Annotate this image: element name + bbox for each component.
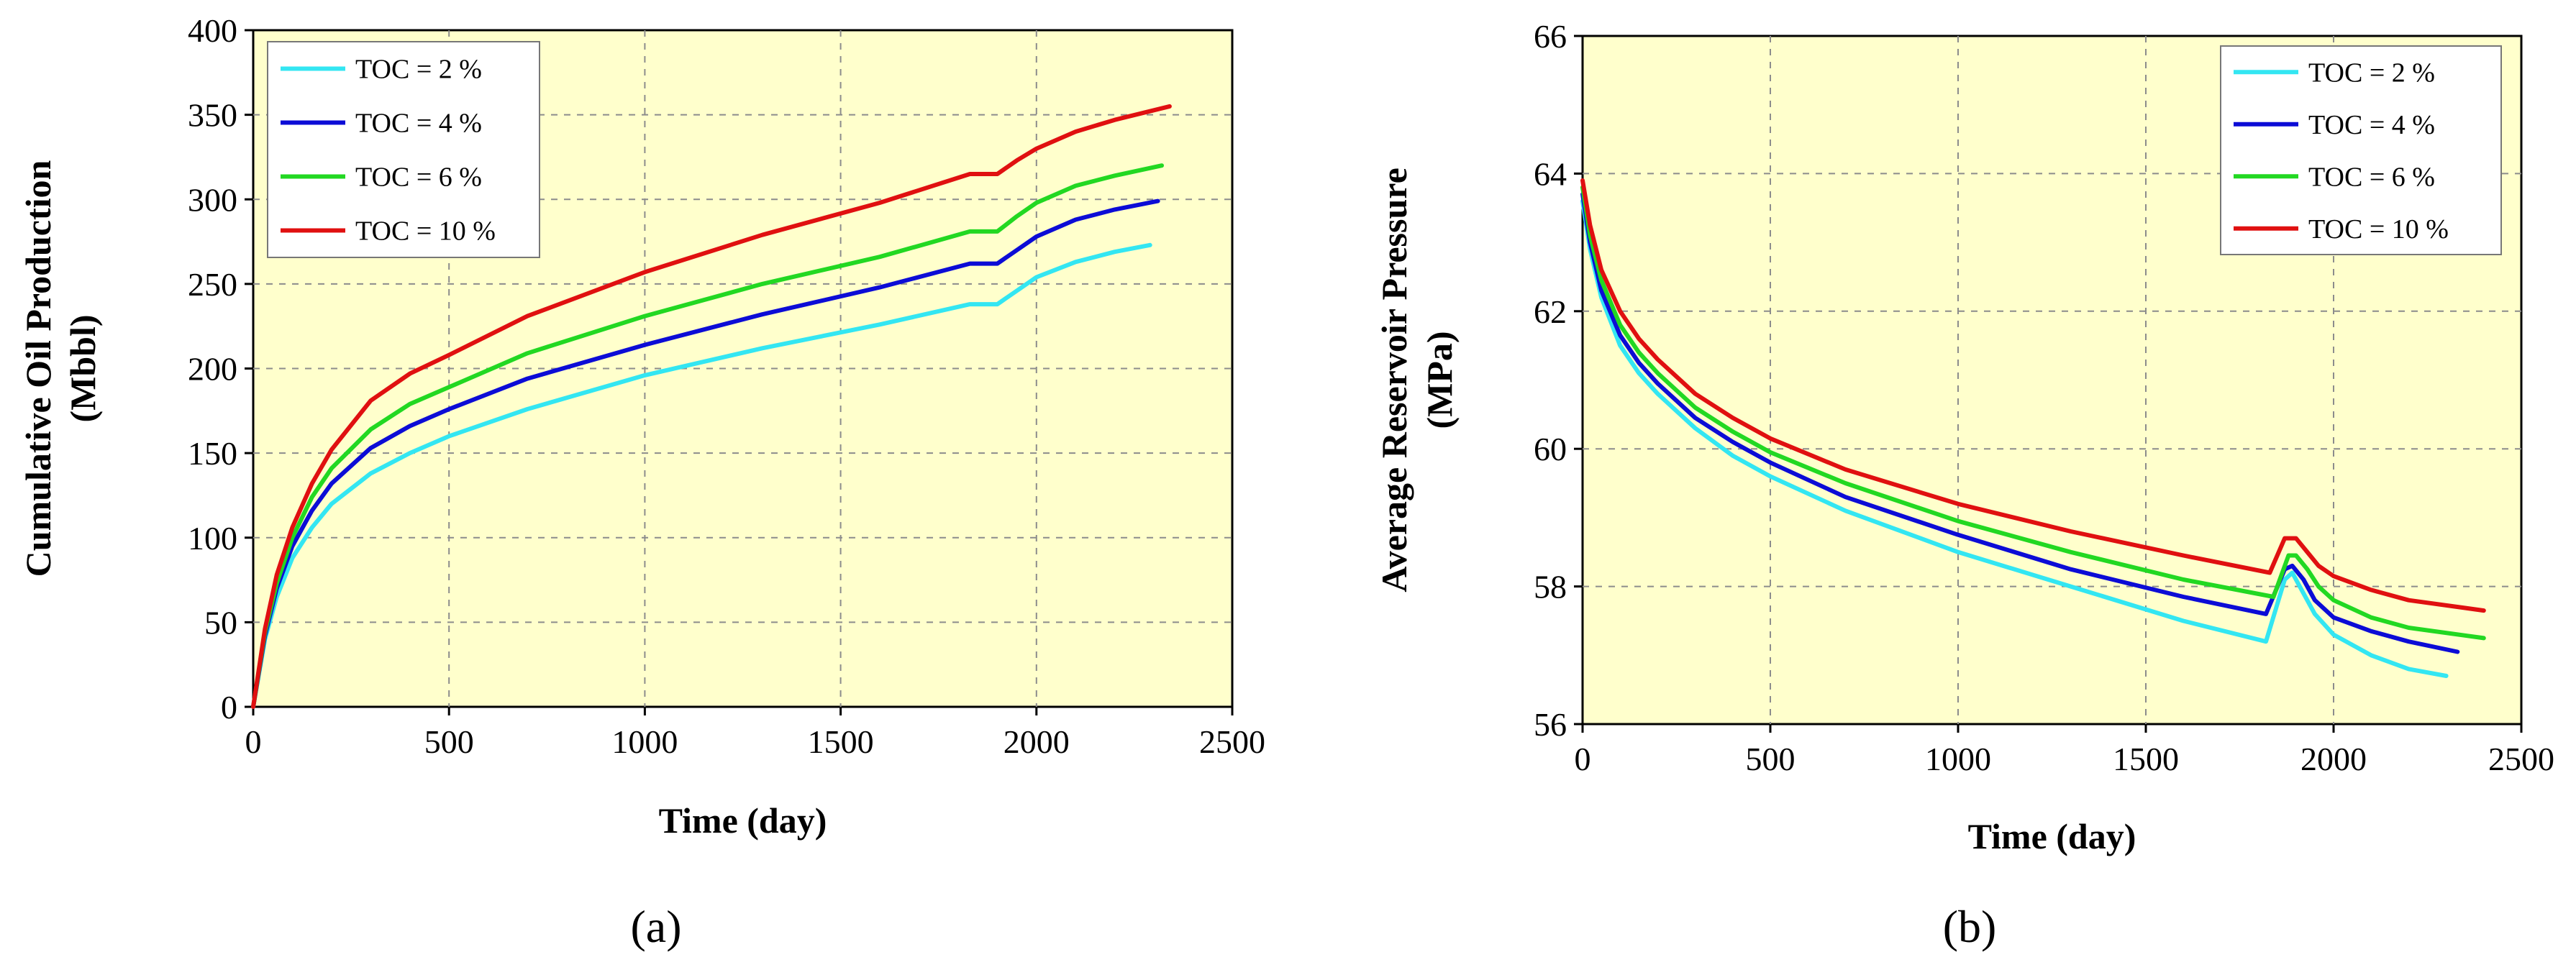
legend-box-p1 bbox=[2220, 45, 2502, 255]
y-tick-label-p0-200: 200 bbox=[188, 351, 237, 388]
x-tick-label-p0-1000: 1000 bbox=[611, 723, 678, 760]
chart-a: 0 500 1000 1500 2000 2500 0 50 100 150 200 250 300 35… bbox=[18, 12, 1265, 841]
legend-label-p1-1: TOC = 4 % bbox=[2308, 110, 2435, 140]
chart-b: 0 500 1000 1500 2000 2500 56 58 60 62 64 66 Time (da… bbox=[1374, 18, 2554, 856]
legend-p0: TOC = 2 % TOC = 4 % TOC = 6 % TOC = 10 % bbox=[267, 41, 540, 258]
legend-box-p0 bbox=[267, 41, 540, 258]
y-tick-label-p1-62: 62 bbox=[1534, 293, 1567, 330]
x-axis-title-p1: Time (day) bbox=[1968, 816, 2136, 856]
y-tick-label-p0-300: 300 bbox=[188, 181, 237, 218]
legend-label-p1-2: TOC = 6 % bbox=[2308, 162, 2435, 192]
x-tick-label-p1-2000: 2000 bbox=[2300, 741, 2367, 777]
legend-label-p0-3: TOC = 10 % bbox=[355, 216, 496, 247]
x-tick-label-p0-1500: 1500 bbox=[808, 723, 874, 760]
x-tick-label-p0-500: 500 bbox=[424, 723, 474, 760]
y-tick-label-p1-64: 64 bbox=[1534, 155, 1567, 192]
legend-label-p1-3: TOC = 10 % bbox=[2308, 214, 2449, 244]
y-tick-label-p1-58: 58 bbox=[1534, 569, 1567, 605]
y-tick-label-p0-400: 400 bbox=[188, 12, 237, 49]
series-line-p0-0 bbox=[251, 242, 1152, 709]
x-tick-label-p1-0: 0 bbox=[1575, 741, 1591, 777]
y-tick-label-p0-350: 350 bbox=[188, 97, 237, 134]
x-tick-label-p0-2000: 2000 bbox=[1003, 723, 1070, 760]
x-tick-label-p0-0: 0 bbox=[245, 723, 262, 760]
legend-p1: TOC = 2 % TOC = 4 % TOC = 6 % TOC = 10 % bbox=[2220, 45, 2502, 255]
x-tick-label-p1-500: 500 bbox=[1746, 741, 1796, 777]
y-tick-label-p0-0: 0 bbox=[221, 689, 237, 726]
x-tick-label-p1-1000: 1000 bbox=[1925, 741, 1991, 777]
series-line-p0-1 bbox=[251, 198, 1160, 709]
y-tick-label-p1-60: 60 bbox=[1534, 431, 1567, 467]
y-tick-label-p1-56: 56 bbox=[1534, 706, 1567, 743]
y-axis-title-p1: Average Reservoir Pressure bbox=[1374, 168, 1414, 592]
x-tick-label-p0-2500: 2500 bbox=[1199, 723, 1265, 760]
y-tick-label-p1-66: 66 bbox=[1534, 18, 1567, 55]
y-tick-label-p0-50: 50 bbox=[204, 604, 237, 641]
panel-label-a: (a) bbox=[630, 901, 681, 952]
series-line-p1-1 bbox=[1580, 192, 2460, 654]
y-axis-title-p0: Cumulative Oil Production bbox=[18, 160, 58, 577]
panel-label-b: (b) bbox=[1943, 901, 1997, 952]
legend-label-p0-0: TOC = 2 % bbox=[355, 55, 482, 85]
series-line-p0-2 bbox=[251, 163, 1164, 709]
y-axis-unit-p1: (MPa) bbox=[1419, 331, 1460, 429]
legend-label-p1-0: TOC = 2 % bbox=[2308, 58, 2435, 88]
series-line-p1-0 bbox=[1580, 198, 2449, 678]
legend-label-p0-1: TOC = 4 % bbox=[355, 109, 482, 139]
x-tick-label-p1-1500: 1500 bbox=[2113, 741, 2179, 777]
y-tick-label-p0-100: 100 bbox=[188, 520, 237, 557]
series-line-p0-3 bbox=[251, 104, 1172, 709]
legend-label-p0-2: TOC = 6 % bbox=[355, 163, 482, 193]
y-tick-label-p0-150: 150 bbox=[188, 435, 237, 472]
x-tick-label-p1-2500: 2500 bbox=[2488, 741, 2554, 777]
series-line-p1-3 bbox=[1580, 178, 2486, 613]
series-line-p1-2 bbox=[1580, 185, 2486, 641]
y-tick-label-p0-250: 250 bbox=[188, 266, 237, 303]
x-axis-title-p0: Time (day) bbox=[659, 800, 827, 841]
y-axis-unit-p0: (Mbbl) bbox=[63, 315, 103, 423]
